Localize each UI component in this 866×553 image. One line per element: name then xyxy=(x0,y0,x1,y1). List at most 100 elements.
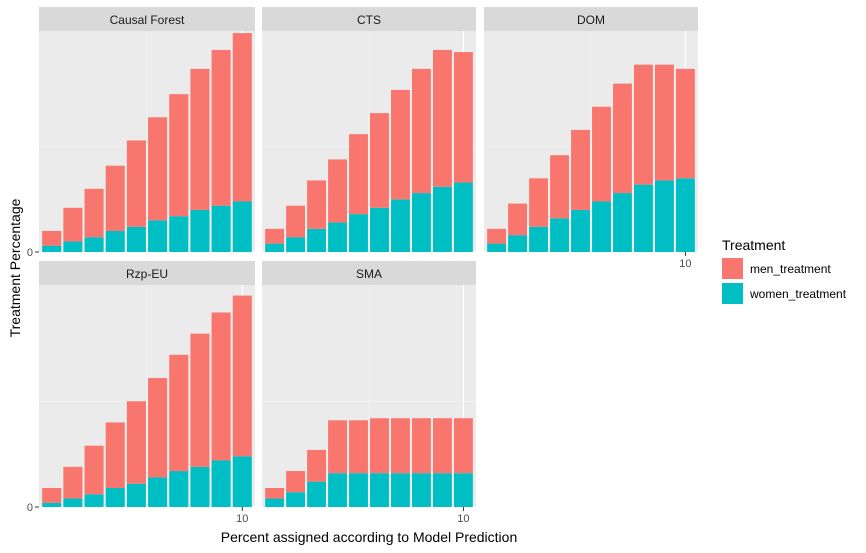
bar-women-treatment xyxy=(453,473,473,507)
bar-men-treatment xyxy=(63,207,83,242)
facet-strip xyxy=(39,7,255,31)
bar-women-treatment xyxy=(148,220,168,252)
bar-women-treatment xyxy=(42,502,62,507)
bar-women-treatment xyxy=(349,473,368,507)
bar-women-treatment xyxy=(190,209,210,252)
bar-men-treatment xyxy=(126,401,146,484)
bar-women-treatment xyxy=(453,182,473,252)
x-tick-label: 10 xyxy=(457,513,469,525)
bar-women-treatment xyxy=(487,243,507,252)
bar-men-treatment xyxy=(232,33,252,202)
bar-women-treatment xyxy=(307,228,326,252)
bar-men-treatment xyxy=(286,205,306,238)
bar-men-treatment xyxy=(105,165,125,231)
bar-men-treatment xyxy=(529,178,548,227)
legend-title: Treatment xyxy=(722,237,785,253)
bar-men-treatment xyxy=(328,420,347,474)
bar-men-treatment xyxy=(307,180,326,229)
bar-women-treatment xyxy=(84,494,104,507)
bar-women-treatment xyxy=(148,477,168,507)
bar-women-treatment xyxy=(211,460,231,507)
bar-men-treatment xyxy=(328,159,347,223)
bar-men-treatment xyxy=(349,420,368,474)
bar-women-treatment xyxy=(126,226,146,252)
bar-men-treatment xyxy=(654,64,674,181)
bar-men-treatment xyxy=(453,52,473,183)
bar-women-treatment xyxy=(265,498,285,507)
bar-men-treatment xyxy=(211,312,231,461)
facet-panels: Causal Forest 0 CTS DOM 10 Rzp-EU 0 10 SMA 10 xyxy=(27,7,698,525)
bar-women-treatment xyxy=(571,209,590,252)
bar-women-treatment xyxy=(391,473,410,507)
bar-men-treatment xyxy=(349,134,368,215)
bar-women-treatment xyxy=(232,201,252,252)
bar-women-treatment xyxy=(508,235,528,252)
bar-women-treatment xyxy=(307,481,326,507)
bar-men-treatment xyxy=(613,83,632,194)
bar-men-treatment xyxy=(286,471,306,493)
bar-women-treatment xyxy=(370,473,389,507)
bar-men-treatment xyxy=(550,155,569,219)
bar-women-treatment xyxy=(105,230,125,252)
bar-women-treatment xyxy=(412,193,431,252)
facet-strip-label: DOM xyxy=(577,13,605,27)
bar-women-treatment xyxy=(675,178,695,252)
bar-men-treatment xyxy=(370,418,389,474)
bar-men-treatment xyxy=(391,89,410,200)
bar-women-treatment xyxy=(211,205,231,252)
facet-panel: DOM 10 xyxy=(484,7,698,270)
facet-panel: CTS xyxy=(262,7,476,253)
bar-men-treatment xyxy=(265,228,285,244)
bar-women-treatment xyxy=(654,180,674,252)
y-tick-label: 0 xyxy=(27,247,33,259)
bar-men-treatment xyxy=(169,94,189,217)
bar-women-treatment xyxy=(370,207,389,252)
bar-men-treatment xyxy=(432,49,452,187)
bar-men-treatment xyxy=(84,445,104,495)
legend-items: men_treatment women_treatment xyxy=(722,258,847,304)
bar-women-treatment xyxy=(63,498,83,507)
facet-panel: Causal Forest 0 xyxy=(27,7,255,259)
bar-women-treatment xyxy=(412,473,431,507)
bar-women-treatment xyxy=(432,473,452,507)
bar-women-treatment xyxy=(550,218,569,252)
bar-women-treatment xyxy=(613,193,632,252)
facet-strip xyxy=(262,261,476,285)
bar-men-treatment xyxy=(190,333,210,467)
bar-women-treatment xyxy=(328,473,347,507)
bar-men-treatment xyxy=(412,68,431,194)
facet-strip-label: CTS xyxy=(357,13,381,27)
bar-women-treatment xyxy=(286,237,306,252)
bar-women-treatment xyxy=(84,237,104,252)
bar-men-treatment xyxy=(232,295,252,457)
facet-strip xyxy=(39,261,255,285)
bar-women-treatment xyxy=(169,216,189,252)
bar-men-treatment xyxy=(307,449,326,482)
bar-women-treatment xyxy=(328,222,347,252)
bar-women-treatment xyxy=(349,214,368,252)
bar-men-treatment xyxy=(42,487,62,503)
bar-women-treatment xyxy=(105,487,125,507)
legend-label: men_treatment xyxy=(750,262,831,276)
facet-strip-label: Rzp-EU xyxy=(126,267,168,281)
legend-key xyxy=(722,283,743,304)
bar-men-treatment xyxy=(370,113,389,208)
bar-women-treatment xyxy=(126,483,146,507)
bar-men-treatment xyxy=(84,188,104,238)
bar-men-treatment xyxy=(487,228,507,244)
bar-men-treatment xyxy=(453,418,473,474)
bar-men-treatment xyxy=(169,354,189,472)
legend-key xyxy=(722,258,743,279)
legend: Treatment men_treatment women_treatment xyxy=(722,237,847,304)
facet-panel: Rzp-EU 0 10 xyxy=(27,261,255,525)
bar-women-treatment xyxy=(634,184,653,252)
bar-men-treatment xyxy=(148,117,168,221)
facet-strip xyxy=(484,7,698,31)
bar-men-treatment xyxy=(391,418,410,474)
bar-women-treatment xyxy=(529,226,548,252)
x-tick-label: 10 xyxy=(679,258,691,270)
bar-men-treatment xyxy=(63,466,83,499)
bar-women-treatment xyxy=(232,456,252,507)
bar-men-treatment xyxy=(190,68,210,210)
bar-men-treatment xyxy=(634,64,653,185)
